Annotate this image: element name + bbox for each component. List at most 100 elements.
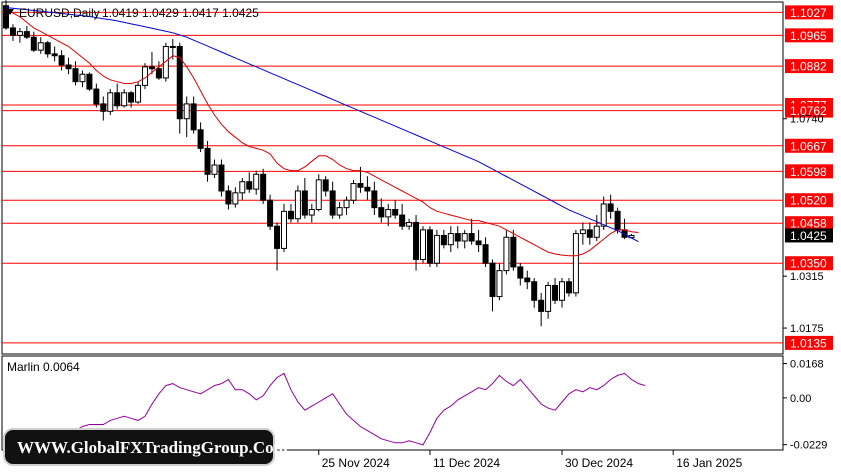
- level-tag-label: 1.0350: [790, 257, 827, 271]
- candle: [3, 0, 9, 30]
- candle: [287, 203, 294, 223]
- candle: [364, 176, 371, 201]
- candle: [315, 174, 322, 212]
- candle: [294, 185, 301, 223]
- candle: [260, 168, 267, 204]
- candle: [58, 50, 65, 71]
- price-header: EURUSD,Daily 1.0419 1.0429 1.0417 1.0425: [6, 6, 259, 20]
- candle: [51, 46, 58, 62]
- indicator-label: Marlin 0.0064: [7, 360, 80, 374]
- candle: [93, 83, 100, 108]
- current-price-label: 1.0425: [790, 229, 827, 243]
- candle: [572, 229, 579, 297]
- candle: [565, 278, 572, 297]
- candle: [392, 200, 399, 219]
- candle: [225, 185, 232, 210]
- candle: [447, 226, 454, 253]
- candle: [135, 81, 142, 104]
- time-tick-label: 11 Dec 2024: [433, 456, 500, 470]
- price-tick-label: 1.0740: [790, 114, 824, 126]
- level-tag: [785, 103, 833, 118]
- candle: [183, 96, 190, 138]
- candle: [385, 203, 392, 227]
- candle: [128, 90, 135, 108]
- candle: [86, 72, 93, 91]
- candle: [489, 259, 496, 312]
- candle: [232, 187, 239, 208]
- candle: [100, 96, 107, 121]
- level-tag: [785, 28, 833, 43]
- level-tag-label: 1.0882: [790, 60, 827, 74]
- level-tag-label: 1.0135: [790, 336, 827, 350]
- collapse-triangle-icon[interactable]: [6, 9, 14, 15]
- candle: [538, 292, 545, 327]
- candle: [440, 229, 447, 249]
- candle: [37, 37, 44, 54]
- candle: [246, 172, 253, 193]
- candle: [148, 52, 155, 75]
- candle: [559, 278, 565, 308]
- level-tag-label: 1.0667: [790, 139, 827, 153]
- current-price-tag: [785, 228, 833, 243]
- candle: [9, 24, 16, 41]
- level-tag: [785, 335, 833, 350]
- candle: [23, 26, 30, 40]
- candle: [607, 194, 614, 219]
- candle: [406, 218, 413, 230]
- candle: [253, 170, 260, 195]
- candle: [378, 198, 385, 223]
- candle: [371, 181, 378, 216]
- level-tag-label: 1.0458: [790, 217, 827, 231]
- candle: [545, 281, 552, 319]
- level-tag: [785, 256, 833, 271]
- candle: [281, 203, 287, 253]
- time-axis: 25 Nov 2024 11 Dec 2024 30 Dec 2024 16 Jan …: [318, 450, 743, 470]
- candle: [197, 122, 204, 153]
- candle: [16, 27, 23, 43]
- moving-averages: [5, 7, 639, 257]
- level-tag-label: 1.0762: [790, 104, 827, 118]
- red-moving-average-line: [5, 8, 639, 257]
- candle: [482, 237, 489, 267]
- candle: [503, 229, 510, 275]
- blue-moving-average-line: [5, 7, 639, 243]
- candle: [593, 215, 600, 241]
- level-tag: [785, 216, 833, 231]
- candle: [426, 226, 433, 267]
- candle: [343, 196, 350, 216]
- candle: [510, 229, 517, 271]
- candle: [211, 159, 218, 178]
- time-tick-label: 25 Nov 2024: [322, 456, 390, 470]
- level-tag: [785, 193, 833, 208]
- marlin-line: [5, 372, 646, 448]
- candle: [531, 278, 538, 308]
- candles: [3, 0, 635, 327]
- level-lines: [2, 11, 783, 344]
- candle: [420, 226, 426, 264]
- candle: [267, 194, 274, 230]
- candle: [475, 229, 482, 253]
- candle: [65, 57, 72, 75]
- candle: [517, 263, 524, 286]
- candle: [30, 31, 37, 53]
- candle: [579, 222, 586, 245]
- level-tag-label: 1.0520: [790, 194, 827, 208]
- level-tag-label: 1.1027: [790, 6, 827, 20]
- level-tag: [785, 59, 833, 74]
- candle: [454, 226, 461, 249]
- indicator-tick-label: 0.0168: [790, 359, 824, 371]
- marlin-oscillator-line: [5, 372, 646, 448]
- candle: [413, 215, 420, 271]
- candle: [239, 178, 246, 201]
- candle: [107, 89, 114, 116]
- candle: [357, 166, 364, 193]
- candle: [586, 222, 593, 245]
- candle: [190, 96, 197, 134]
- indicator-tick-label: 0.00: [790, 393, 811, 405]
- candle: [524, 270, 531, 290]
- candle: [301, 178, 308, 219]
- price-tick-label: 1.0315: [790, 271, 824, 283]
- watermark-text: WWW.GlobalFXTradingGroup.Com: [17, 438, 288, 457]
- price-panel-frame: [1, 1, 784, 355]
